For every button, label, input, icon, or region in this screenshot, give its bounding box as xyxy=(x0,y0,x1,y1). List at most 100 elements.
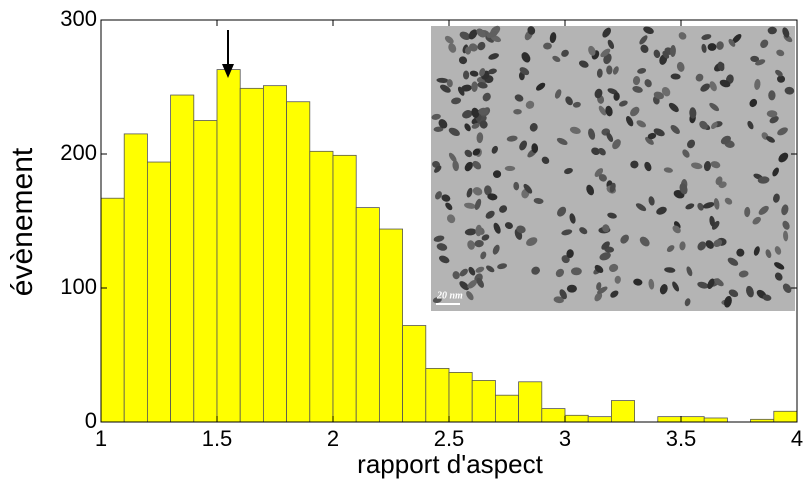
particle xyxy=(679,183,688,195)
particle xyxy=(736,248,745,257)
particle xyxy=(768,90,776,101)
particle xyxy=(525,100,535,109)
particle xyxy=(445,202,453,211)
particle xyxy=(614,275,621,284)
particle xyxy=(635,203,647,212)
bar xyxy=(425,367,450,423)
particle xyxy=(464,123,471,132)
particle xyxy=(719,79,731,88)
x-tick-label: 1.5 xyxy=(202,426,233,451)
particle xyxy=(556,137,568,146)
particle xyxy=(594,168,604,177)
particle xyxy=(472,148,481,156)
particle xyxy=(710,161,721,169)
particle xyxy=(492,244,500,255)
particle xyxy=(676,61,685,72)
particle xyxy=(753,246,760,256)
particle xyxy=(504,165,516,171)
particle xyxy=(588,128,596,140)
particle xyxy=(648,196,655,206)
bar xyxy=(286,101,311,423)
particle xyxy=(461,84,472,92)
bar xyxy=(587,416,612,423)
particle xyxy=(701,34,712,40)
particle xyxy=(488,68,497,75)
particle xyxy=(441,194,451,202)
particle xyxy=(630,160,639,169)
particle xyxy=(471,107,480,118)
particle xyxy=(531,266,540,275)
particle xyxy=(457,86,465,96)
particle xyxy=(436,243,448,251)
particle xyxy=(594,88,603,99)
particle xyxy=(639,35,648,45)
particle xyxy=(521,52,531,63)
particle xyxy=(619,100,628,107)
particle xyxy=(594,264,604,273)
particle xyxy=(578,60,589,68)
particle xyxy=(782,27,790,38)
x-tick-label: 3.5 xyxy=(666,426,697,451)
particle xyxy=(476,28,486,38)
particle xyxy=(648,278,655,290)
inset-image: 20 nm xyxy=(431,25,795,311)
particle xyxy=(569,126,581,135)
y-tick-label: 0 xyxy=(85,408,97,433)
arrow xyxy=(222,30,234,78)
x-axis-label: rapport d'aspect xyxy=(357,449,543,479)
particle xyxy=(556,206,567,217)
particle xyxy=(744,206,751,218)
particle xyxy=(506,135,518,142)
particle xyxy=(467,240,475,250)
particle xyxy=(446,214,456,224)
particle xyxy=(438,255,450,264)
particle xyxy=(452,271,460,280)
particle xyxy=(663,167,673,173)
particle xyxy=(700,83,711,92)
particle xyxy=(606,65,613,75)
arrow-head xyxy=(222,64,234,78)
particle xyxy=(664,267,676,273)
particle xyxy=(535,82,546,91)
bar xyxy=(193,120,218,423)
particle xyxy=(762,294,772,301)
bar xyxy=(355,207,380,423)
particle xyxy=(597,286,608,294)
particle xyxy=(474,198,482,210)
particle xyxy=(701,43,707,53)
bar xyxy=(773,410,798,423)
particle xyxy=(724,295,732,308)
particle xyxy=(475,266,485,273)
particle xyxy=(713,239,723,248)
particle xyxy=(720,135,732,145)
particle xyxy=(472,187,483,196)
particle xyxy=(703,161,712,172)
particle xyxy=(684,298,691,307)
particle xyxy=(475,224,483,237)
particle xyxy=(707,278,715,290)
particle xyxy=(746,285,754,298)
particle xyxy=(689,107,697,119)
particle xyxy=(678,32,687,40)
particle xyxy=(541,156,550,165)
particle xyxy=(478,107,489,116)
particle xyxy=(486,265,495,273)
particle xyxy=(774,272,783,281)
particle xyxy=(448,43,457,53)
particle xyxy=(724,197,733,205)
bar xyxy=(146,161,171,423)
particle xyxy=(462,110,473,119)
particle xyxy=(773,193,780,203)
particle xyxy=(553,296,564,304)
bar xyxy=(703,417,728,423)
particle xyxy=(670,73,681,80)
bar xyxy=(471,380,496,423)
particle xyxy=(784,86,795,95)
particle xyxy=(463,70,470,80)
particle xyxy=(464,228,477,236)
particle xyxy=(662,50,670,59)
particle xyxy=(713,198,720,210)
particle xyxy=(566,284,577,293)
particle xyxy=(598,174,607,182)
particle xyxy=(640,44,649,53)
